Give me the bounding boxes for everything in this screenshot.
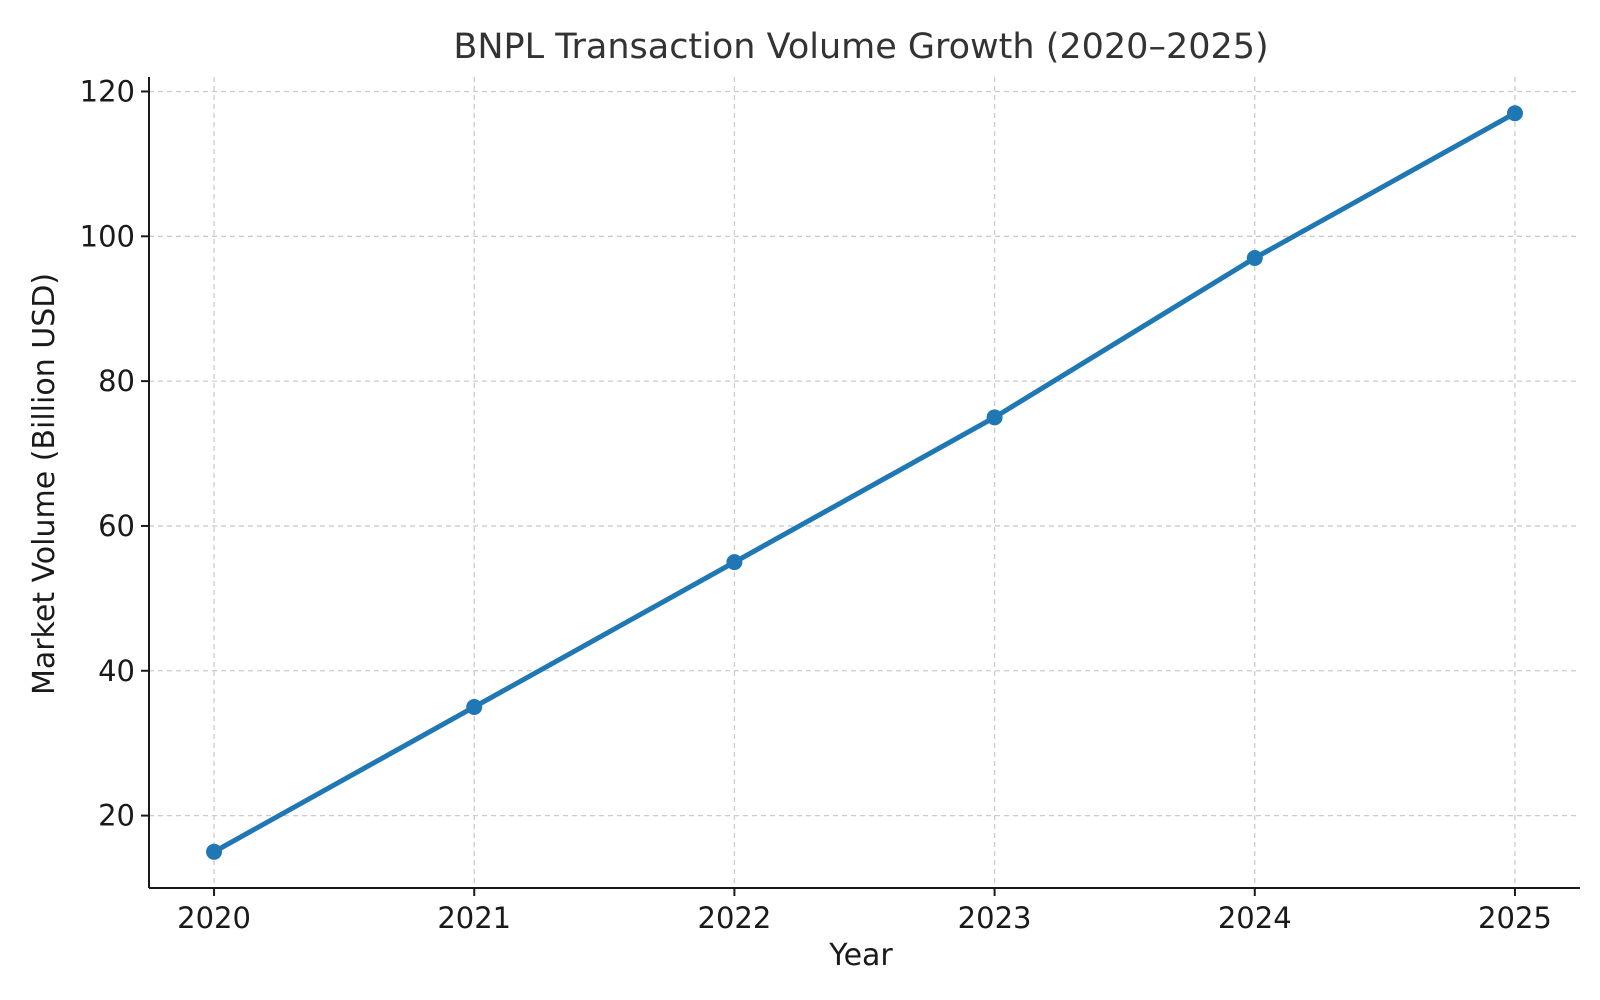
x-tick-label: 2023 [958, 901, 1032, 935]
data-point [206, 843, 223, 860]
chart-title: BNPL Transaction Volume Growth (2020–202… [453, 27, 1268, 67]
grid [149, 77, 1580, 888]
x-tick-label: 2024 [1218, 901, 1292, 935]
y-tick-label: 120 [80, 74, 135, 108]
y-tick-label: 80 [98, 364, 135, 398]
x-tick-label: 2021 [437, 901, 511, 935]
data-point [726, 554, 743, 571]
y-tick-label: 40 [98, 654, 135, 688]
data-point [1506, 105, 1523, 122]
data-point [986, 409, 1003, 426]
y-tick-label: 100 [80, 219, 135, 253]
y-tick-label: 60 [98, 509, 135, 543]
axes [141, 77, 1580, 896]
series [206, 105, 1523, 860]
series-line [211, 110, 1518, 855]
x-tick-label: 2025 [1478, 901, 1552, 935]
data-point [1246, 250, 1263, 267]
x-tick-label: 2022 [698, 901, 772, 935]
y-tick-label: 20 [98, 799, 135, 833]
tick-labels: 2020 2021 2022 2023 2024 2025 20 40 60 80 100 120 [80, 74, 1552, 935]
x-tick-label: 2020 [177, 901, 251, 935]
x-axis-label: Year [828, 938, 893, 973]
y-axis-label: Market Volume (Billion USD) [27, 273, 62, 695]
data-point [466, 698, 483, 715]
